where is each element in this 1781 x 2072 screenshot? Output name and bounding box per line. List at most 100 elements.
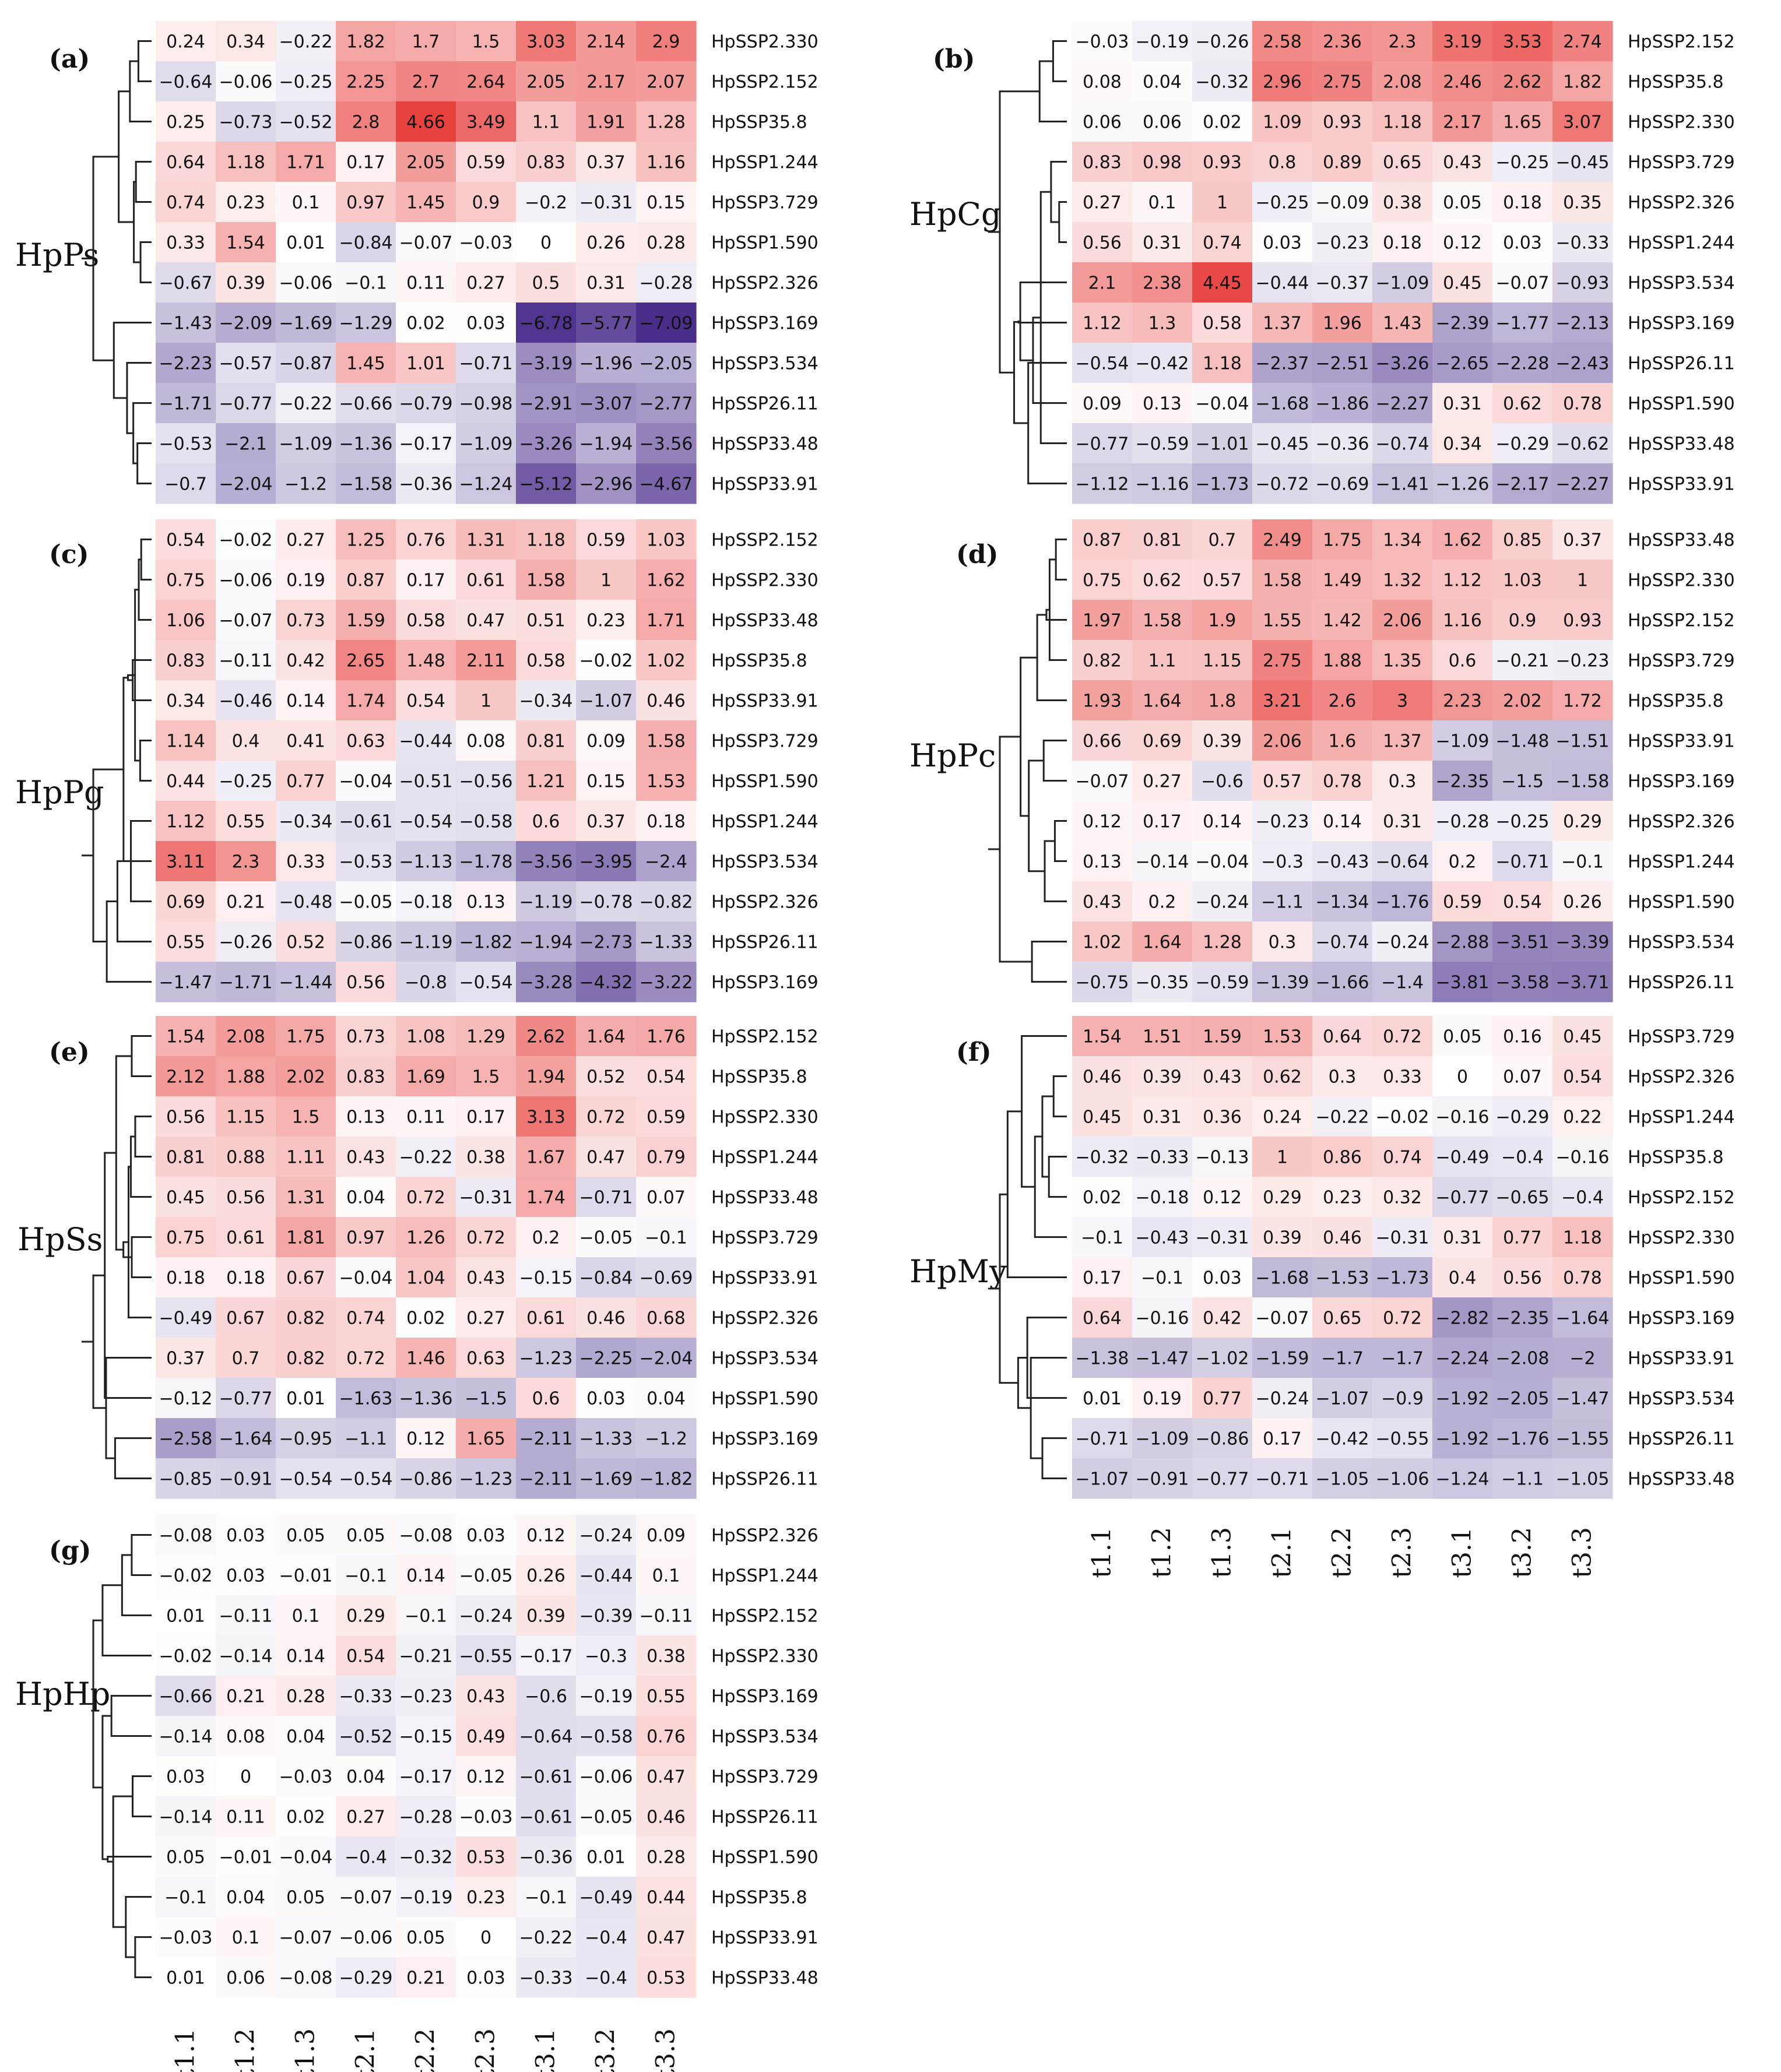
cell-value-label: 2.12	[166, 1067, 205, 1088]
cell-value-label: 2.62	[1503, 72, 1542, 93]
cell-value-label: −1.86	[1316, 394, 1369, 414]
cell-value-label: 0.58	[406, 611, 445, 631]
cell-value-label: −5.77	[579, 314, 633, 334]
cell-value-label: 2.7	[412, 72, 440, 93]
cell-value-label: 0.27	[1083, 193, 1122, 213]
heatmap-cell	[396, 142, 456, 182]
cell-value-label: 0.45	[1563, 1027, 1602, 1047]
dendrogram-branch	[122, 677, 131, 862]
cell-value-label: 0.14	[1203, 812, 1242, 832]
heatmap-cell	[216, 262, 276, 303]
heatmap-cell	[1132, 1217, 1193, 1258]
cell-value-label: −0.67	[159, 273, 213, 294]
cell-value-label: 1.55	[1263, 611, 1302, 631]
heatmap-cell	[1192, 383, 1253, 424]
cell-value-label: 2.25	[346, 72, 385, 93]
heatmap-cell	[1432, 761, 1493, 801]
heatmap-cell	[396, 21, 456, 62]
cell-value-label: 1.34	[1383, 530, 1422, 551]
dendrogram-branch	[1020, 656, 1038, 817]
cell-value-label: 0.73	[346, 1027, 385, 1047]
heatmap-cell	[636, 1338, 697, 1378]
heatmap-cell	[396, 761, 456, 801]
cell-value-label: −0.54	[399, 812, 453, 832]
cell-value-label: 1.25	[346, 530, 385, 551]
cell-value-label: 0.4	[232, 731, 260, 752]
heatmap-cell	[576, 801, 637, 842]
row-label: HpSSP2.152	[711, 530, 819, 551]
cell-value-label: 0.43	[1203, 1067, 1242, 1088]
cell-value-label: 0.26	[526, 1566, 565, 1586]
heatmap-cell	[1432, 841, 1493, 882]
heatmap-cell	[336, 21, 396, 62]
cell-value-label: 0.46	[647, 691, 686, 712]
cell-value-label: 0.81	[1143, 530, 1182, 551]
cell-value-label: 0.7	[1209, 530, 1236, 551]
heatmap-cell	[276, 1635, 336, 1676]
cell-value-label: −0.56	[459, 772, 513, 792]
heatmap-cell	[216, 423, 276, 464]
cell-value-label: 0.05	[346, 1526, 385, 1546]
cell-value-label: 0.53	[466, 1848, 505, 1868]
cell-value-label: −0.22	[279, 394, 333, 414]
cell-value-label: −1.16	[1136, 474, 1189, 495]
heatmap-cell	[516, 1756, 577, 1797]
cell-value-label: 0.02	[1083, 1188, 1122, 1208]
cell-value-label: 0.54	[406, 691, 445, 712]
heatmap-cell	[636, 841, 697, 882]
heatmap-cell	[336, 383, 396, 424]
cell-value-label: 0.01	[166, 1968, 205, 1989]
cell-value-label: 1	[1217, 193, 1228, 213]
cell-value-label: 0.01	[166, 1606, 205, 1627]
heatmap-cell	[1432, 560, 1493, 600]
cell-value-label: 0.82	[286, 1308, 325, 1329]
heatmap-cell	[336, 1716, 396, 1757]
cell-value-label: 0.21	[226, 1687, 265, 1707]
heatmap-cell	[276, 182, 336, 223]
column-tick-label: t1.2	[1147, 1527, 1177, 1578]
heatmap-cell	[576, 423, 637, 464]
cell-value-label: 0.56	[1503, 1268, 1542, 1289]
cell-value-label: −0.87	[279, 354, 333, 374]
cell-value-label: 0.9	[1509, 611, 1537, 631]
heatmap-cell	[396, 600, 456, 641]
cell-value-label: −0.23	[399, 1687, 453, 1707]
heatmap-cell	[1552, 182, 1613, 223]
heatmap-cell	[396, 1338, 456, 1378]
heatmap-cell	[336, 921, 396, 962]
cell-value-label: −2.73	[579, 933, 633, 953]
cell-value-label: −0.06	[339, 1928, 393, 1948]
heatmap-cell	[636, 560, 697, 600]
cell-value-label: 0.59	[586, 530, 626, 551]
heatmap-cell	[216, 142, 276, 182]
heatmap-cell	[516, 302, 577, 343]
cell-value-label: 1.16	[1443, 611, 1482, 631]
heatmap-cell	[216, 61, 276, 102]
heatmap-cell	[216, 182, 276, 223]
heatmap-cell	[336, 1177, 396, 1218]
heatmap-cell	[216, 1378, 276, 1419]
heatmap-cell	[1432, 1016, 1493, 1057]
cell-value-label: 1.21	[526, 772, 565, 792]
heatmap-cell	[636, 761, 697, 801]
cell-value-label: −0.49	[159, 1308, 213, 1329]
dendrogram-branch	[126, 362, 152, 434]
cell-value-label: 0.17	[1083, 1268, 1122, 1289]
cell-value-label: −3.26	[1376, 354, 1429, 374]
row-label: HpSSP1.590	[711, 772, 819, 792]
row-label: HpSSP33.91	[711, 691, 819, 712]
heatmap-cell	[1312, 463, 1373, 504]
heatmap-cell	[516, 1676, 577, 1716]
cell-value-label: 0.23	[586, 611, 626, 631]
heatmap-cell	[516, 1338, 577, 1378]
cell-value-label: −2.82	[1436, 1308, 1490, 1329]
heatmap-cell	[456, 463, 517, 504]
heatmap-cell	[516, 1217, 577, 1258]
dendrogram-branch	[1038, 60, 1067, 122]
cell-value-label: −1.23	[459, 1469, 513, 1490]
heatmap-cell	[1072, 519, 1133, 560]
heatmap-cell	[516, 560, 577, 600]
cell-value-label: 0.33	[166, 233, 205, 254]
cell-value-label: 0.13	[1083, 852, 1122, 873]
